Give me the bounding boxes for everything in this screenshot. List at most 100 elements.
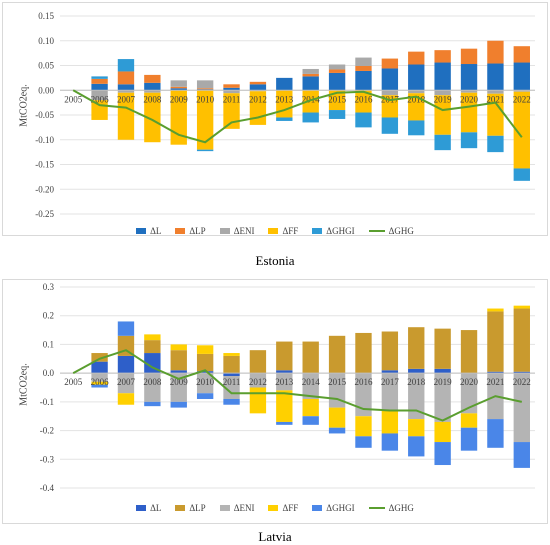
bar-delta-eni-2022 <box>513 90 530 92</box>
legend-item: ΔLP <box>175 226 206 236</box>
bar-delta-lp-2018 <box>408 327 425 369</box>
y-tick-label: 0.10 <box>38 36 54 46</box>
bar-delta-ff-2012 <box>249 387 267 414</box>
bar-delta-lp-2012 <box>249 81 267 85</box>
bar-delta-eni-2013 <box>276 373 293 391</box>
y-tick-label: -0.3 <box>40 454 55 464</box>
x-tick-label: 2007 <box>117 94 136 104</box>
bar-delta-ff-2019 <box>434 421 451 443</box>
y-tick-label: -0.25 <box>35 209 54 219</box>
x-tick-label: 2008 <box>143 94 162 104</box>
bar-delta-ff-2018 <box>408 419 425 437</box>
x-tick-label: 2022 <box>513 377 531 387</box>
y-tick-label: 0.05 <box>38 61 54 71</box>
bar-delta-ghgi-2020 <box>460 427 478 451</box>
bar-delta-l-2016 <box>355 70 372 91</box>
legend-label: ΔGHG <box>388 226 414 236</box>
x-tick-label: 2006 <box>91 377 110 387</box>
y-tick-label: 0.0 <box>43 368 55 378</box>
bar-delta-eni-2014 <box>302 373 319 399</box>
y-tick-label: -0.05 <box>35 110 54 120</box>
bar-delta-lp-2009 <box>170 86 187 89</box>
bar-delta-l-2006 <box>91 361 108 374</box>
bar-delta-ff-2008 <box>144 334 161 341</box>
bar-delta-l-2011 <box>223 373 240 377</box>
x-tick-label: 2011 <box>223 377 241 387</box>
y-tick-label: -0.4 <box>40 483 55 493</box>
x-tick-label: 2009 <box>170 377 189 387</box>
x-tick-label: 2019 <box>434 94 453 104</box>
legend-swatch <box>312 228 323 234</box>
bar-delta-l-2020 <box>460 64 478 91</box>
legend-label: ΔL <box>150 503 162 513</box>
bar-delta-lp-2020 <box>460 48 478 65</box>
bar-delta-lp-2014 <box>302 341 319 374</box>
line-delta-ghg <box>72 349 523 422</box>
bar-delta-l-2021 <box>487 371 504 374</box>
bar-delta-lp-2008 <box>144 74 161 83</box>
y-tick-label: 0.3 <box>43 282 55 292</box>
x-tick-label: 2018 <box>407 377 426 387</box>
bar-delta-ghgi-2022 <box>513 168 530 181</box>
legend-label: ΔENI <box>233 226 255 236</box>
x-tick-label: 2020 <box>460 94 479 104</box>
bar-delta-ff-2017 <box>381 95 399 118</box>
bar-delta-lp-2020 <box>460 330 478 374</box>
bar-delta-lp-2007 <box>117 71 135 85</box>
bar-delta-eni-2020 <box>460 90 478 93</box>
bar-delta-ff-2019 <box>434 95 451 135</box>
bar-delta-l-2019 <box>434 368 451 374</box>
x-tick-label: 2010 <box>196 377 215 387</box>
bar-delta-l-2007 <box>117 84 135 91</box>
legend-item: ΔGHG <box>368 226 414 236</box>
bar-delta-ff-2015 <box>328 407 346 428</box>
legend-item: ΔENI <box>219 503 254 513</box>
bar-delta-eni-2020 <box>460 373 478 414</box>
bar-delta-ghgi-2014 <box>302 112 319 123</box>
y-tick-label: 0.1 <box>43 339 54 349</box>
bar-delta-lp-2022 <box>513 46 530 63</box>
bar-delta-ghgi-2016 <box>355 112 372 128</box>
bar-delta-l-2018 <box>408 368 425 374</box>
y-tick-label: -0.15 <box>35 160 54 170</box>
bar-delta-lp-2011 <box>223 355 240 374</box>
y-tick-label: -0.2 <box>40 426 54 436</box>
bar-delta-ghgi-2019 <box>434 134 451 151</box>
x-tick-label: 2012 <box>249 94 267 104</box>
bar-delta-ff-2022 <box>513 91 530 169</box>
bar-delta-ff-2021 <box>487 308 504 312</box>
legend-swatch <box>175 228 186 234</box>
latvia-legend: ΔL ΔLP ΔENI ΔFF ΔGHGI ΔGHG <box>0 503 550 513</box>
bar-delta-lp-2017 <box>381 58 399 69</box>
bar-delta-ff-2009 <box>170 90 187 145</box>
bar-delta-ff-2010 <box>196 345 214 354</box>
legend-item: ΔLP <box>175 503 206 513</box>
y-tick-label: -0.20 <box>35 184 54 194</box>
legend-item: ΔFF <box>268 503 298 513</box>
bar-delta-ghgi-2017 <box>381 433 399 451</box>
bar-delta-ff-2014 <box>302 398 319 417</box>
bar-delta-lp-2015 <box>328 69 346 73</box>
y-tick-label: -0.1 <box>40 397 54 407</box>
bar-delta-eni-2016 <box>355 373 372 417</box>
bar-delta-ghgi-2006 <box>91 76 108 79</box>
bar-delta-eni-2017 <box>381 90 399 96</box>
x-tick-label: 2019 <box>434 377 453 387</box>
bar-delta-lp-2019 <box>434 328 451 369</box>
bar-delta-eni-2019 <box>434 373 451 422</box>
bar-delta-ghgi-2010 <box>196 149 214 152</box>
legend-label: ΔGHGI <box>326 226 355 236</box>
x-tick-label: 2013 <box>275 377 294 387</box>
bar-delta-l-2021 <box>487 63 504 91</box>
legend-label: ΔFF <box>282 503 299 513</box>
bar-delta-ff-2007 <box>117 393 135 405</box>
bar-delta-l-2017 <box>381 68 399 91</box>
legend-label: ΔGHGI <box>326 503 355 513</box>
legend-item: ΔL <box>136 226 161 236</box>
bar-delta-lp-2013 <box>276 341 293 371</box>
bar-delta-l-2017 <box>381 370 399 374</box>
bar-delta-l-2022 <box>513 371 530 374</box>
legend-item: ΔL <box>136 503 161 513</box>
bar-delta-lp-2021 <box>487 311 504 372</box>
legend-item: ΔGHG <box>368 503 414 513</box>
